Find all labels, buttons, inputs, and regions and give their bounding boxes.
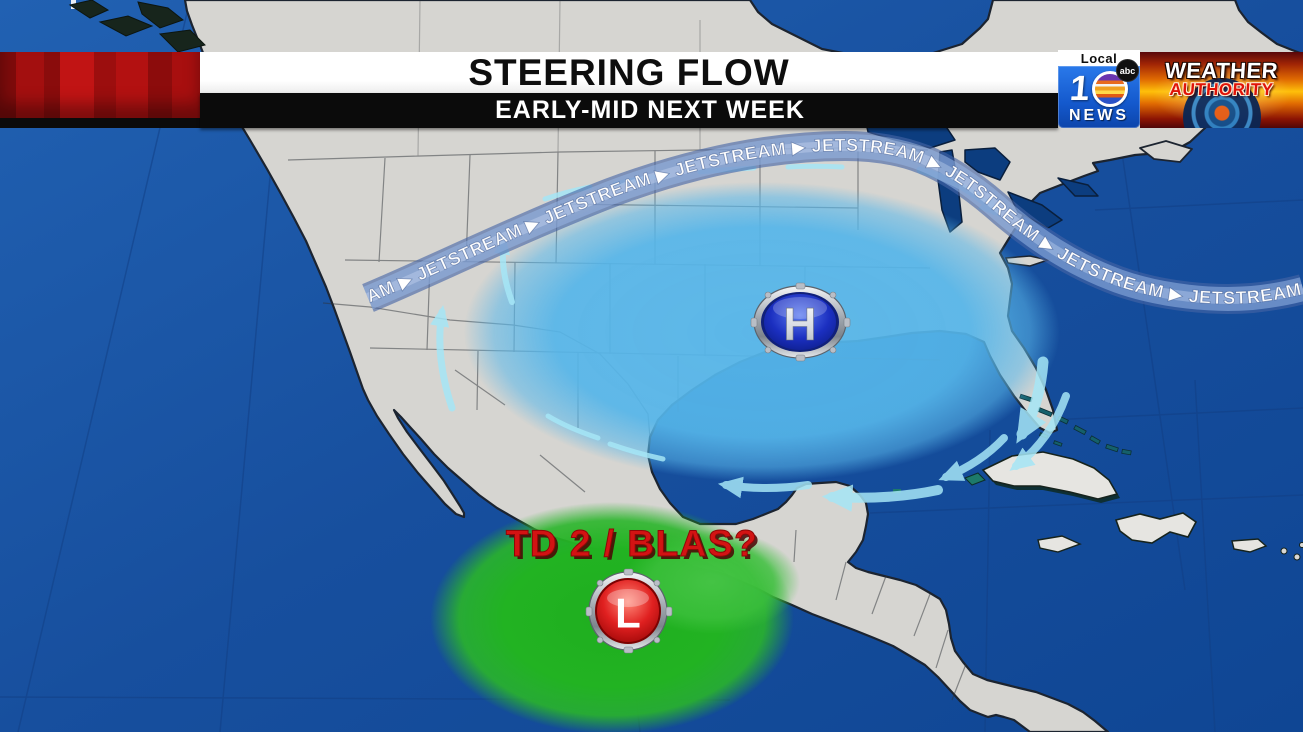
local10-news-label: NEWS xyxy=(1069,107,1129,124)
local10-logo: Local 1 abc NEWS xyxy=(1058,50,1140,128)
page-subtitle: EARLY-MID NEXT WEEK xyxy=(495,96,805,124)
local10-local-label: Local xyxy=(1080,50,1118,66)
flow-arrow xyxy=(938,434,1008,481)
lesser-antilles xyxy=(1280,542,1303,561)
puerto-rico xyxy=(1231,538,1268,553)
banner-red-underbar xyxy=(0,118,200,128)
low-pressure-badge: L xyxy=(585,568,673,654)
flow-dash xyxy=(785,163,845,170)
flow-arrow xyxy=(1016,356,1049,444)
title-bar: STEERING FLOW xyxy=(200,52,1058,93)
flow-arrow xyxy=(430,304,456,412)
flow-arrow xyxy=(1009,392,1070,471)
subtitle-bar: EARLY-MID NEXT WEEK xyxy=(200,93,1058,128)
local10-blue-box: 1 abc NEWS xyxy=(1058,59,1140,128)
cozumel xyxy=(893,489,901,493)
high-pressure-symbol: H xyxy=(783,298,816,350)
svg-text:TD 2 / BLAS?: TD 2 / BLAS? xyxy=(509,526,761,567)
flow-arrow xyxy=(821,484,943,512)
hispaniola xyxy=(1114,512,1198,544)
local10-digit-one: 1 xyxy=(1068,69,1092,108)
abc-network-icon: abc xyxy=(1116,59,1139,82)
high-pressure-badge: H xyxy=(750,282,851,362)
weather-authority-text: WEATHER AUTHORITY xyxy=(1140,58,1303,100)
flow-dash xyxy=(607,441,666,462)
storm-annotation: TD 2 / BLAS? TD 2 / BLAS? xyxy=(505,523,761,568)
local10-number: 1 xyxy=(1058,69,1140,109)
low-pressure-symbol: L xyxy=(615,590,641,637)
flow-arrow xyxy=(717,476,812,499)
flow-dash xyxy=(545,413,601,441)
banner-red-block xyxy=(0,52,200,118)
page-title: STEERING FLOW xyxy=(468,51,790,93)
weather-authority-word2: AUTHORITY xyxy=(1169,80,1275,99)
svg-text:TD 2 / BLAS?: TD 2 / BLAS? xyxy=(506,523,758,564)
isle-of-youth xyxy=(964,472,986,486)
rainbow-globe-zero-icon xyxy=(1091,71,1128,107)
jamaica xyxy=(1037,535,1082,553)
weather-authority-logo: WEATHER AUTHORITY xyxy=(1140,52,1303,128)
